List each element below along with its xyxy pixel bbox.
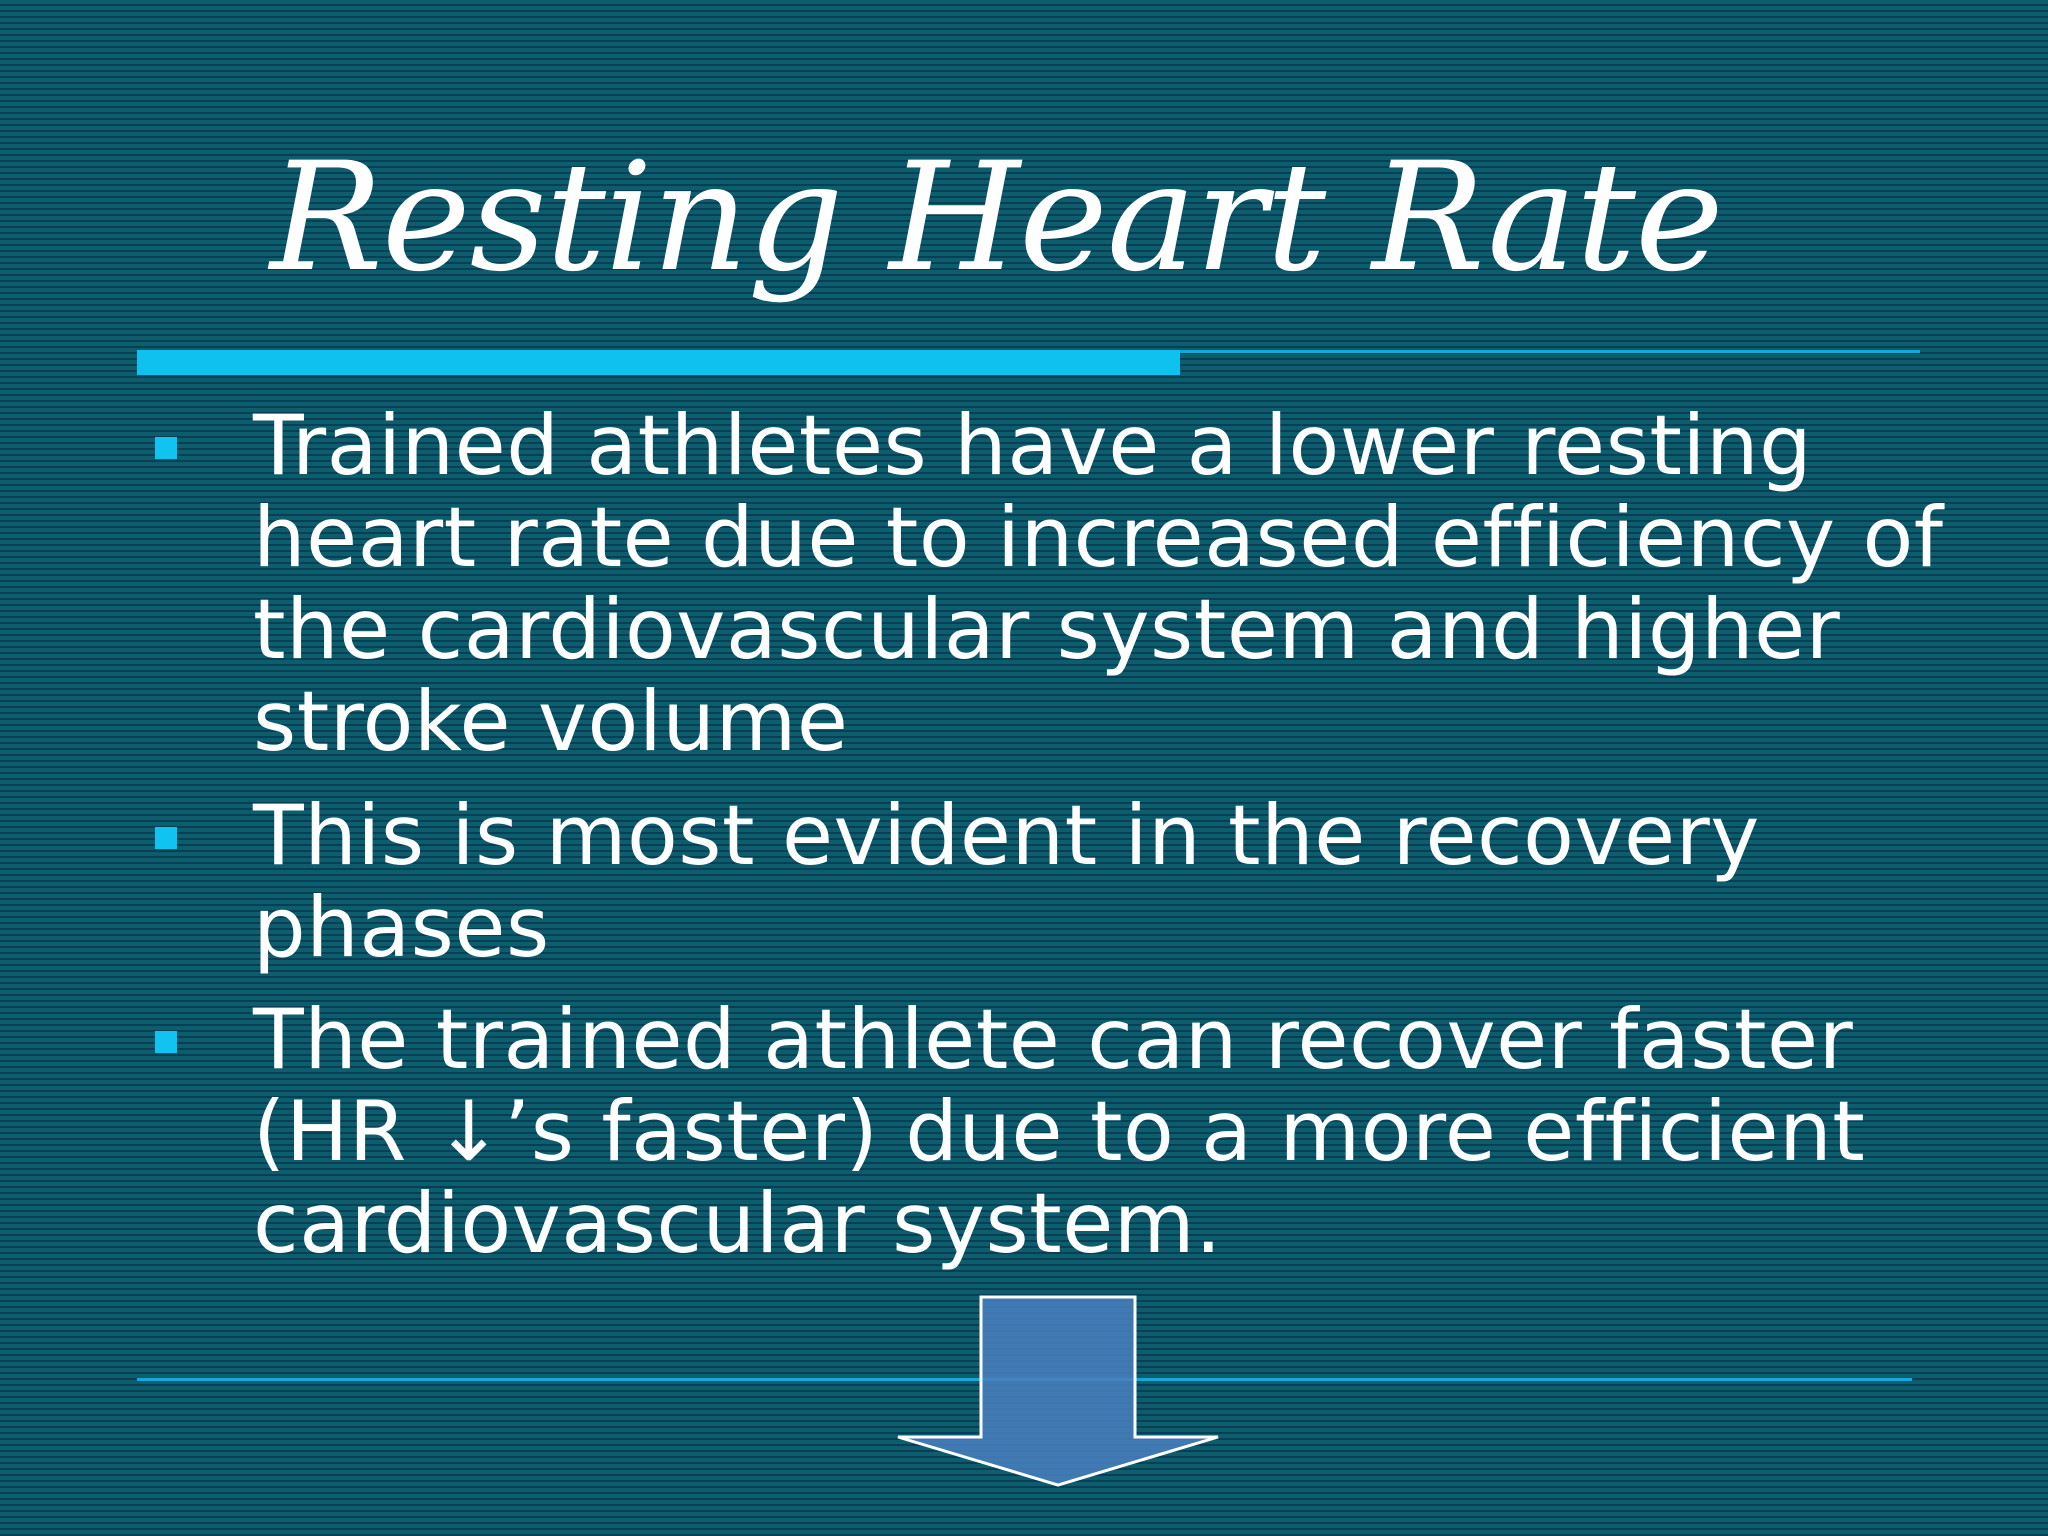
bullet-text: This is most evident in the recovery pha… xyxy=(253,787,1760,976)
down-arrow-icon xyxy=(897,1295,1219,1487)
square-bullet-icon xyxy=(155,827,177,849)
bullet-text: Trained athletes have a lower resting he… xyxy=(253,397,1944,770)
slide-title: Resting Heart Rate xyxy=(270,131,1724,305)
title-underline-thick xyxy=(137,350,1180,375)
square-bullet-icon xyxy=(155,437,177,459)
square-bullet-icon xyxy=(155,1031,177,1053)
title-underline-thin xyxy=(1180,350,1920,353)
bullet-text: The trained athlete can recover faster (… xyxy=(253,991,1866,1272)
